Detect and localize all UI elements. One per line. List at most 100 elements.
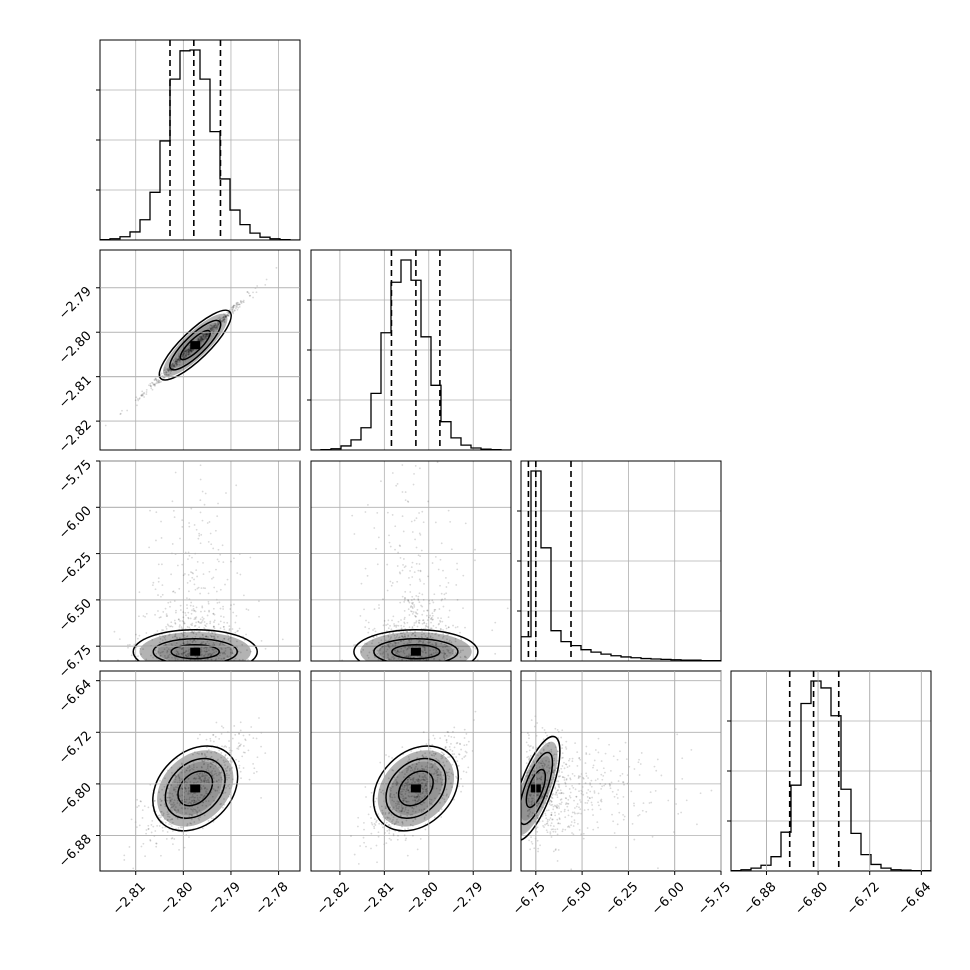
sample-point	[181, 633, 184, 636]
sample-point	[552, 792, 554, 795]
sample-point	[699, 792, 702, 795]
sample-point	[187, 351, 190, 354]
sample-point	[400, 624, 403, 627]
sample-point	[631, 822, 634, 825]
sample-point	[418, 622, 421, 625]
sample-point	[560, 792, 563, 794]
sample-point	[176, 781, 179, 784]
sample-point	[556, 807, 559, 810]
sample-point	[553, 770, 556, 772]
sample-point	[531, 774, 534, 776]
sample-point	[217, 317, 220, 320]
sample-point	[447, 735, 450, 737]
sample-point	[353, 853, 356, 856]
sample-point	[617, 802, 619, 805]
sample-point	[137, 399, 140, 402]
sample-point	[579, 808, 582, 811]
sample-point	[622, 795, 625, 798]
sample-point	[187, 353, 190, 355]
sample-point	[429, 636, 432, 639]
sample-point	[562, 756, 564, 759]
sample-point	[541, 781, 544, 784]
sample-point	[228, 628, 231, 630]
sample-point	[415, 517, 418, 520]
sample-point	[167, 654, 170, 657]
sample-point	[183, 622, 186, 625]
sample-point	[203, 610, 206, 613]
sample-point	[610, 781, 613, 784]
sample-point	[213, 619, 216, 622]
sample-point	[227, 634, 230, 637]
sample-point	[456, 598, 459, 601]
sample-point	[223, 798, 225, 800]
sample-point	[580, 812, 582, 815]
sample-point	[184, 654, 187, 657]
sample-point	[430, 772, 433, 775]
sample-point	[387, 824, 390, 827]
sample-point	[542, 806, 544, 809]
sample-point	[210, 654, 213, 656]
sample-point	[545, 829, 548, 832]
sample-point	[205, 635, 208, 638]
sample-point	[175, 650, 178, 653]
sample-point	[557, 822, 560, 825]
sample-point	[402, 636, 405, 639]
sample-point	[186, 824, 189, 827]
sample-point	[403, 834, 406, 837]
sample-point	[394, 648, 396, 651]
sample-point	[566, 826, 569, 828]
sample-point	[219, 652, 222, 655]
sample-point	[407, 646, 410, 649]
sample-point	[198, 626, 201, 629]
sample-point	[424, 752, 427, 755]
sample-point	[414, 538, 416, 541]
sample-point	[157, 577, 160, 580]
sample-point	[163, 644, 165, 646]
sample-point	[158, 379, 161, 382]
sample-point	[544, 786, 547, 788]
sample-point	[422, 640, 425, 642]
sample-point	[449, 652, 452, 654]
sample-point	[204, 756, 207, 759]
sample-point	[446, 645, 449, 648]
sample-point	[179, 361, 181, 364]
sample-point	[427, 500, 429, 503]
sample-point	[545, 797, 548, 800]
sample-point	[167, 370, 170, 373]
sample-point	[601, 785, 604, 788]
sample-point	[403, 599, 406, 601]
y-tick-label: −6.72	[56, 729, 95, 768]
sample-point	[204, 650, 207, 653]
sample-point	[203, 794, 206, 797]
sample-point	[404, 839, 407, 842]
sample-point	[559, 822, 561, 825]
sample-point	[633, 838, 636, 841]
sample-point	[264, 752, 267, 755]
sample-point	[555, 753, 558, 756]
sample-point	[145, 612, 148, 615]
sample-point	[552, 778, 555, 781]
sample-point	[210, 658, 213, 661]
sample-point	[188, 349, 191, 352]
sample-point	[531, 774, 534, 777]
sample-point	[170, 807, 173, 809]
sample-point	[435, 626, 437, 629]
sample-point	[224, 653, 227, 655]
sample-point	[418, 774, 421, 777]
sample-point	[544, 763, 546, 766]
sample-point	[207, 592, 210, 595]
sample-point	[167, 376, 170, 379]
sample-point	[404, 597, 407, 600]
sample-point	[578, 806, 580, 809]
sample-point	[441, 783, 444, 786]
sample-point	[422, 788, 425, 790]
sample-point	[423, 775, 426, 778]
sample-point	[386, 563, 389, 566]
sample-point	[234, 307, 237, 310]
sample-point	[433, 593, 436, 596]
sample-point	[552, 754, 554, 757]
sample-point	[381, 811, 384, 814]
sample-point	[201, 642, 203, 645]
sample-point	[203, 786, 206, 789]
sample-point	[384, 813, 387, 816]
